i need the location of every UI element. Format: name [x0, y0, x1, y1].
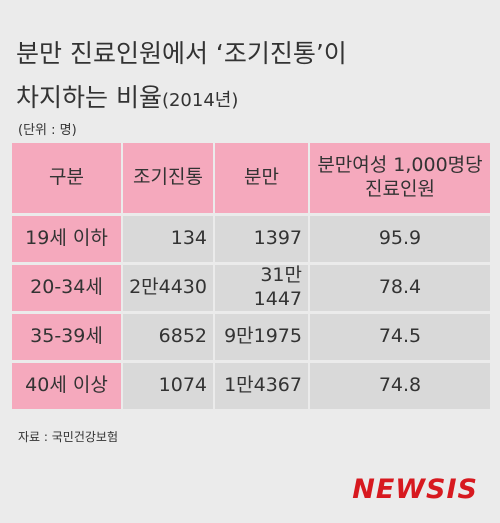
table-cell: 74.5: [310, 314, 490, 360]
table-cell: 134: [123, 216, 213, 262]
logo: NEWSIS: [352, 474, 478, 505]
table-cell: 95.9: [310, 216, 490, 262]
title: 분만 진료인원에서 ‘조기진통’이: [16, 39, 347, 68]
table-cell: 1074: [123, 363, 213, 409]
table-cell: 78.4: [310, 265, 490, 311]
header-cell: 구분: [12, 143, 121, 213]
row-label: 35-39세: [12, 314, 121, 360]
table-cell: 9만1975: [215, 314, 308, 360]
table-cell: 1397: [215, 216, 308, 262]
header-cell: 분만여성 1,000명당 진료인원: [310, 143, 490, 213]
table-cell: 31만1447: [215, 264, 308, 311]
title: 차지하는 비율: [16, 83, 162, 112]
source-note: 자료 : 국민건강보험: [18, 430, 118, 444]
table-cell: 6852: [123, 314, 213, 360]
table-cell: 2만4430: [123, 265, 213, 311]
table-cell: 74.8: [310, 363, 490, 409]
title: 차지하는 비율(2014년): [16, 78, 238, 114]
table-cell: 1만4367: [215, 363, 308, 409]
row-label: 40세 이상: [12, 363, 121, 409]
header-cell: 조기진통: [123, 143, 213, 213]
row-label: 20-34세: [12, 265, 121, 311]
unit-note: (단위 : 명): [18, 123, 77, 138]
row-label: 19세 이하: [12, 216, 121, 262]
header-cell: 분만: [215, 143, 308, 213]
title-suffix: (2014년): [161, 90, 239, 111]
